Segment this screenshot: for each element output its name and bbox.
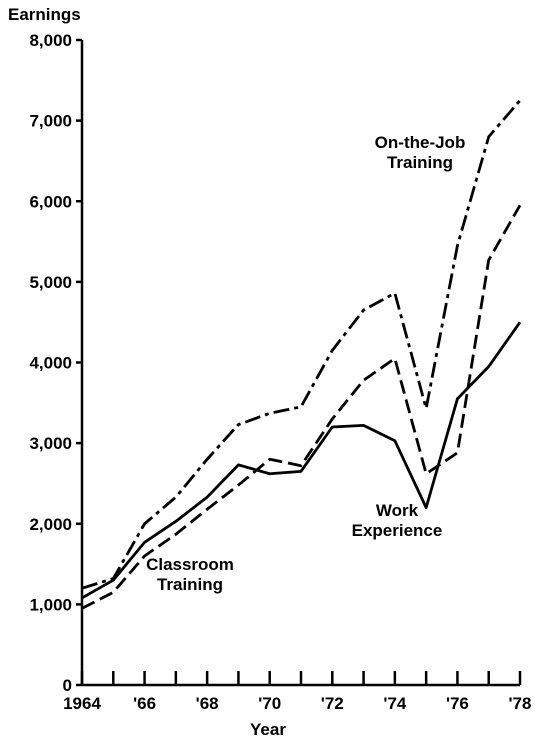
series-line xyxy=(81,321,522,600)
series-label: Classroom Training xyxy=(146,555,234,594)
series-label: Work Experience xyxy=(352,501,443,540)
series-label-line: On-the-Job xyxy=(375,133,466,152)
y-axis-label: Earnings xyxy=(8,5,81,24)
series-label-line: Training xyxy=(157,575,223,594)
x-tick-label: '74 xyxy=(383,694,406,713)
series-line xyxy=(81,99,522,590)
series-label-line: Work xyxy=(376,501,419,520)
series-label-line: Classroom xyxy=(146,555,234,574)
series-label: On-the-Job Training xyxy=(375,133,466,172)
y-tick-label: 5,000 xyxy=(29,273,72,292)
series-label-line: Experience xyxy=(352,521,443,540)
y-tick-label: 0 xyxy=(63,676,72,695)
y-tick-label: 2,000 xyxy=(29,515,72,534)
x-axis-label: Year xyxy=(250,720,286,739)
y-tick-label: 3,000 xyxy=(29,434,72,453)
x-tick-label: '72 xyxy=(321,694,344,713)
y-tick-label: 1,000 xyxy=(29,595,72,614)
y-tick-label: 8,000 xyxy=(29,31,72,50)
y-tick-label: 4,000 xyxy=(29,354,72,373)
series-line xyxy=(81,204,522,610)
x-tick-label: '68 xyxy=(196,694,219,713)
series-label-line: Training xyxy=(387,153,453,172)
x-tick-label: '76 xyxy=(446,694,469,713)
y-tick-label: 7,000 xyxy=(29,112,72,131)
x-tick-label: '70 xyxy=(258,694,281,713)
x-tick-label: '78 xyxy=(509,694,532,713)
y-tick-label: 6,000 xyxy=(29,192,72,211)
x-tick-label: '66 xyxy=(133,694,156,713)
x-tick-label: 1964 xyxy=(63,694,101,713)
